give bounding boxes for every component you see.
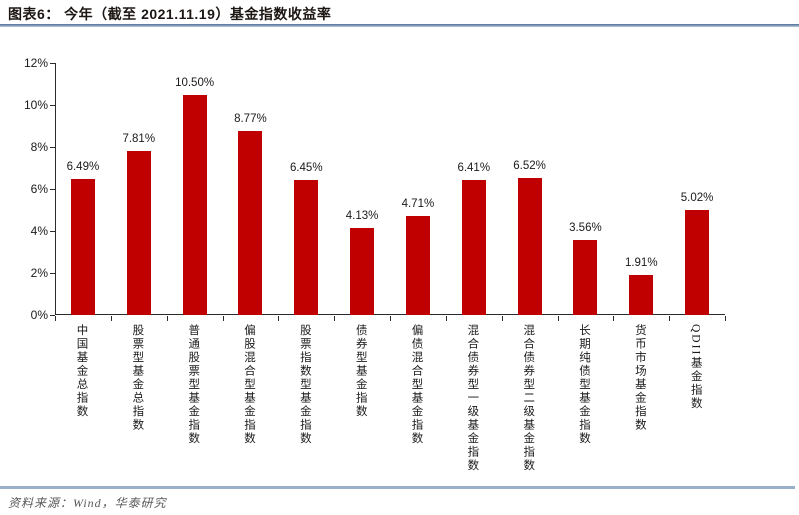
x-category-label: 偏股混合型基金指数 (243, 324, 256, 446)
figure-title: 图表6： 今年（截至 2021.11.19）基金指数收益率 (8, 6, 332, 22)
y-tick-mark (50, 147, 55, 148)
y-tick-label: 10% (23, 98, 48, 112)
x-tick-mark (501, 316, 503, 321)
bar-value-label: 5.02% (680, 191, 714, 204)
bar-普通股票型基金指数 (182, 94, 207, 315)
y-tick-mark (50, 63, 55, 64)
bar-货币市场基金指数 (629, 274, 654, 315)
bar-value-label: 1.91% (624, 256, 658, 269)
bar-长期纯债型基金指数 (573, 240, 598, 315)
x-category-label: 普通股票型基金指数 (187, 324, 200, 446)
bar-混合债券型一级基金指数 (461, 180, 486, 315)
x-tick-mark (166, 316, 168, 321)
x-category-label: 混合债券型二级基金指数 (522, 324, 535, 473)
bar-value-label: 6.41% (457, 162, 491, 175)
bar-QDII基金指数 (685, 209, 710, 315)
bar-chart-fund-index-returns: 0% 2% 4% 6% 8% 10% 12% 6.49% 7.81% 10.50% 8.77% 6.… (0, 40, 799, 480)
y-tick-mark (50, 231, 55, 232)
data-source-note: 资料来源：Wind，华泰研究 (8, 496, 167, 510)
x-tick-mark (669, 316, 671, 321)
y-tick-label: 4% (30, 224, 48, 238)
bar-中国基金总指数 (70, 178, 95, 315)
y-tick-label: 12% (23, 56, 48, 70)
x-tick-mark (390, 316, 391, 321)
x-category-label: QDII基金指数 (689, 324, 702, 411)
y-tick-label: 2% (30, 266, 48, 280)
bar-股票型基金总指数 (126, 150, 151, 315)
x-category-label: 股票指数型基金指数 (298, 324, 311, 446)
y-tick-mark (50, 105, 55, 106)
x-category-label: 货币市场基金指数 (633, 324, 646, 432)
bar-股票指数型基金指数 (294, 179, 319, 315)
x-tick-mark (334, 316, 336, 321)
y-tick-label: 8% (30, 140, 48, 154)
bar-value-label: 4.13% (345, 210, 379, 223)
x-tick-mark (110, 316, 112, 321)
bar-value-label: 4.71% (401, 198, 435, 211)
y-tick-label: 6% (30, 182, 48, 196)
y-tick-mark (50, 315, 55, 316)
bar-value-label: 8.77% (234, 112, 267, 125)
bar-偏股混合型基金指数 (238, 130, 263, 315)
x-category-label: 债券型基金指数 (354, 324, 367, 419)
x-category-label: 偏债混合型基金指数 (410, 324, 423, 446)
x-category-label: 股票型基金总指数 (131, 324, 144, 432)
x-tick-mark (557, 316, 559, 321)
x-category-label: 混合债券型一级基金指数 (466, 324, 479, 473)
bar-value-label: 6.52% (513, 160, 546, 173)
x-tick-mark (725, 316, 726, 321)
x-tick-mark (55, 316, 56, 321)
x-category-label: 长期纯债型基金指数 (578, 324, 591, 446)
bar-偏债混合型基金指数 (405, 216, 430, 315)
bar-value-label: 10.50% (175, 76, 215, 89)
bar-债券型基金指数 (350, 228, 375, 315)
x-tick-mark (613, 316, 615, 321)
plot-area (55, 63, 725, 315)
title-underline-rule (0, 24, 799, 27)
y-tick-label: 0% (30, 308, 48, 322)
bar-value-label: 7.81% (122, 132, 156, 145)
bar-混合债券型二级基金指数 (517, 178, 542, 315)
bar-value-label: 6.45% (289, 161, 323, 174)
x-tick-mark (278, 316, 280, 321)
bar-value-label: 3.56% (569, 222, 602, 235)
y-tick-mark (50, 273, 55, 274)
x-category-label: 中国基金总指数 (75, 324, 88, 419)
x-tick-mark (445, 316, 447, 321)
bar-value-label: 6.49% (66, 160, 100, 173)
x-tick-mark (222, 316, 224, 321)
y-tick-mark (50, 189, 55, 190)
footer-separator-rule (0, 486, 795, 489)
